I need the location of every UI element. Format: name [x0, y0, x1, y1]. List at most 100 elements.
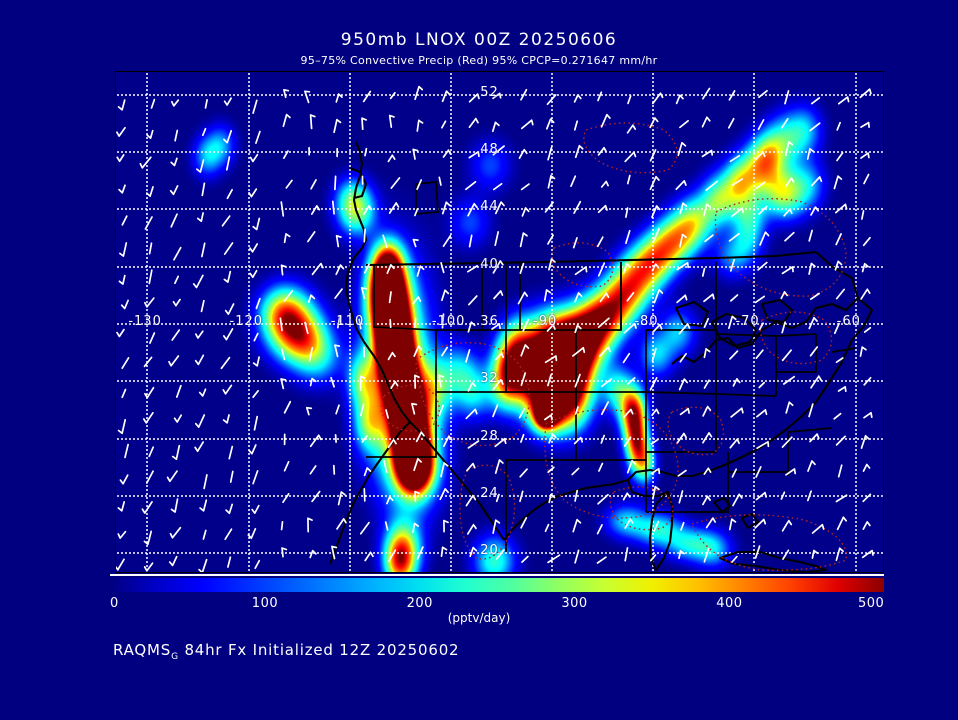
lat-label-44: 44: [480, 199, 499, 215]
wind-barb: [598, 462, 604, 472]
wind-barb: [143, 530, 153, 546]
wind-barb: [731, 178, 744, 187]
wind-barb: [808, 403, 814, 418]
wind-barb: [833, 322, 840, 335]
wind-barb: [438, 374, 445, 388]
wind-barb: [362, 90, 372, 103]
wind-barb: [387, 154, 396, 163]
wind-barb: [705, 517, 717, 529]
wind-barb: [491, 323, 501, 330]
wind-barb: [623, 322, 637, 334]
wind-barb: [809, 122, 821, 132]
wind-barb: [387, 438, 397, 449]
lat-label-36: 36: [480, 314, 499, 329]
wind-barb: [836, 152, 844, 162]
wind-barb: [388, 291, 392, 304]
wind-barb: [248, 444, 257, 455]
wind-barb: [465, 494, 477, 507]
lon-label--120: -120: [229, 314, 264, 329]
wind-barb: [863, 173, 870, 185]
wind-barb: [622, 492, 631, 501]
colorbar[interactable]: [110, 574, 884, 594]
wind-barb: [382, 234, 388, 249]
wind-barb: [835, 288, 846, 300]
wind-barb: [221, 215, 231, 227]
wind-barb: [414, 374, 420, 389]
wind-barb: [573, 120, 579, 131]
wind-barb: [174, 275, 180, 285]
wind-barb: [625, 207, 629, 218]
wind-barb: [703, 547, 710, 563]
wind-barb: [547, 146, 553, 161]
wind-barb: [225, 503, 234, 515]
wind-barb: [651, 92, 664, 105]
wind-barb: [252, 99, 258, 114]
wind-barb: [310, 179, 317, 190]
wind-barb: [574, 324, 582, 334]
wind-barb: [251, 504, 260, 514]
wind-barb: [466, 462, 476, 472]
lon-label--80: -80: [634, 314, 659, 329]
wind-barb: [168, 355, 180, 367]
wind-barb: [651, 408, 660, 417]
wind-barb: [651, 263, 660, 272]
wind-barb: [363, 487, 366, 502]
wind-barb: [731, 555, 738, 563]
wind-barb: [146, 129, 154, 139]
wind-barbs-layer: [116, 85, 874, 572]
wind-barb: [120, 299, 129, 310]
wind-barb: [547, 174, 556, 189]
wind-barb: [653, 227, 660, 242]
wind-barb: [307, 231, 316, 243]
wind-barb: [144, 297, 155, 308]
wind-barb: [547, 374, 552, 387]
wind-barb: [442, 149, 452, 158]
wind-barb: [309, 434, 322, 448]
wind-barb: [466, 265, 479, 273]
wind-barb: [572, 518, 582, 533]
wind-barb: [730, 407, 744, 418]
wind-barb: [862, 493, 872, 503]
wind-barb: [492, 92, 502, 100]
wind-barb: [249, 269, 258, 279]
colorbar-tick-400: 400: [716, 596, 743, 611]
model-run-caption: RAQMSG 84hr Fx Initialized 12Z 20250602: [113, 641, 459, 662]
gridline-lon--90: [551, 72, 554, 572]
wind-barb: [280, 521, 284, 531]
wind-barb: [254, 559, 261, 570]
wind-barb: [166, 470, 178, 483]
wind-barb: [519, 468, 528, 478]
wind-barb: [678, 550, 685, 560]
wind-barb: [729, 350, 739, 360]
wind-barb: [625, 229, 631, 245]
wind-barb: [573, 200, 582, 214]
wind-barb: [253, 332, 259, 342]
wind-barb: [201, 242, 206, 258]
wind-barb: [442, 435, 453, 448]
gridline-lat-28: [116, 437, 883, 440]
lon-label--130: -130: [128, 314, 162, 329]
wind-barb: [520, 183, 530, 191]
wind-barb: [222, 384, 233, 395]
wind-barb: [758, 381, 766, 389]
wind-barb: [676, 294, 688, 304]
wind-barb: [835, 547, 844, 562]
wind-barb: [386, 264, 395, 275]
wind-barb: [116, 126, 126, 137]
lat-label-24: 24: [480, 486, 499, 502]
wind-barb: [121, 215, 128, 226]
colorbar-tick-200: 200: [406, 596, 433, 611]
wind-barb: [520, 119, 534, 130]
map-plot-area[interactable]: 20 24 28 32 36 40 44 48 52 -130 -120 -110 -100 -90 -80…: [115, 71, 884, 573]
wind-barb: [678, 378, 689, 391]
wind-barb: [860, 121, 870, 128]
wind-barb: [757, 261, 768, 271]
wind-barb: [548, 258, 556, 271]
wind-barb: [468, 93, 480, 103]
wind-barb: [336, 518, 347, 530]
wind-barb: [703, 379, 710, 389]
wind-barb: [116, 154, 125, 163]
wind-barb: [309, 465, 317, 475]
wind-barb: [807, 460, 816, 472]
wind-barb: [412, 522, 420, 533]
